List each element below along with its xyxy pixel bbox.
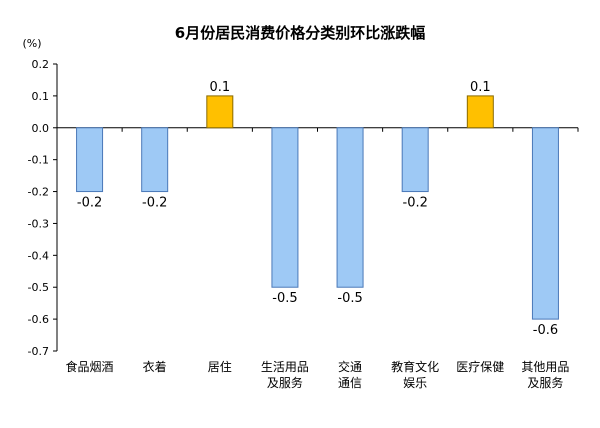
bar-6 (466, 95, 494, 129)
category-label-4: 交通 (338, 359, 362, 374)
y-tick-label: 0.0 (32, 122, 50, 135)
category-label-7: 其他用品 (521, 360, 569, 374)
category-label-5-line2: 娱乐 (403, 376, 427, 390)
bar-2 (206, 95, 234, 129)
category-label-3: 生活用品 (261, 360, 309, 374)
bar-1 (141, 127, 169, 193)
data-label-4: -0.5 (337, 291, 362, 306)
category-label-4-line2: 通信 (338, 376, 362, 390)
bar-3 (271, 127, 299, 288)
category-label-7-line2: 及服务 (527, 375, 563, 390)
data-label-3: -0.5 (272, 291, 297, 306)
category-label-5: 教育文化 (391, 359, 439, 374)
y-axis-unit-label: (%) (22, 37, 41, 50)
axes: 0.2 0.1 0.0 -0.1 -0.2 -0.3 -0.4 -0.5 -0.6 -0.7 (28, 58, 579, 358)
category-label-6: 医疗保健 (456, 360, 504, 374)
data-labels: -0.2 -0.2 0.1 -0.5 -0.5 -0.2 0.1 -0.6 (77, 80, 558, 338)
data-label-1: -0.2 (142, 196, 167, 211)
y-tick-label: -0.1 (28, 154, 49, 167)
y-tick-label: -0.2 (28, 186, 49, 199)
data-label-6: 0.1 (470, 80, 491, 95)
y-tick-label: -0.6 (28, 313, 49, 326)
data-label-7: -0.6 (533, 323, 558, 338)
category-label-3-line2: 及服务 (267, 375, 303, 390)
data-label-2: 0.1 (209, 80, 230, 95)
chart-title: 6月份居民消费价格分类别环比涨跌幅 (175, 24, 425, 42)
data-label-0: -0.2 (77, 196, 102, 211)
category-label-0: 食品烟酒 (66, 359, 114, 374)
bars (76, 95, 559, 320)
category-label-2: 居住 (208, 360, 232, 374)
bar-4 (336, 127, 364, 288)
data-label-5: -0.2 (403, 196, 428, 211)
y-tick-label: -0.4 (28, 249, 49, 262)
category-label-1: 衣着 (143, 359, 167, 374)
y-tick-label: 0.2 (32, 58, 50, 71)
bar-5 (401, 127, 429, 193)
bar-0 (76, 127, 104, 193)
y-tick-label: -0.5 (28, 281, 49, 294)
y-tick-label: -0.7 (28, 345, 49, 358)
y-tick-label: 0.1 (32, 90, 50, 103)
bar-7 (531, 127, 559, 320)
y-tick-label: -0.3 (28, 217, 49, 230)
